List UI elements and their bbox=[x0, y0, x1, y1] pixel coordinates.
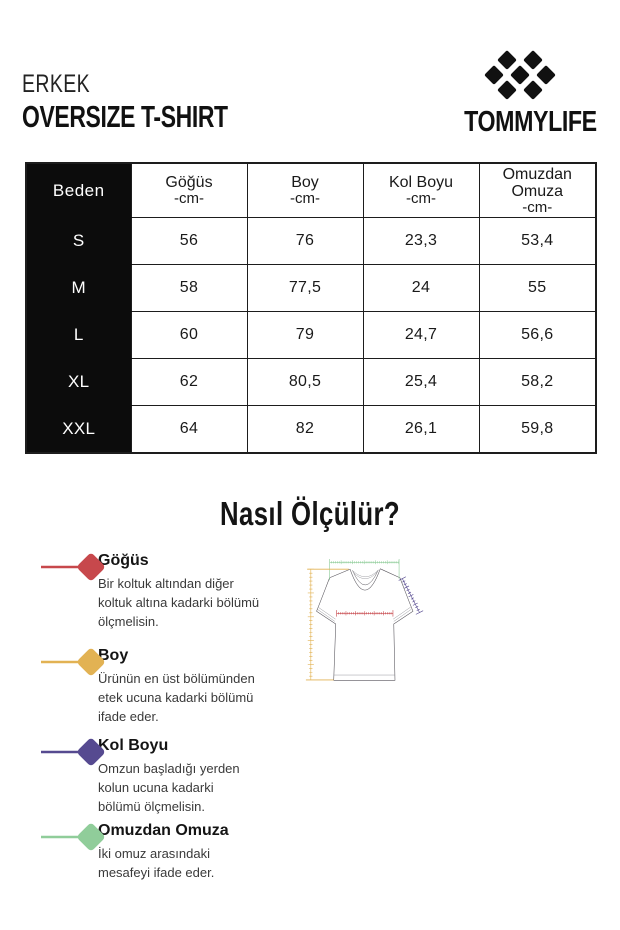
tshirt-outline bbox=[316, 568, 414, 681]
value-cell: 80,5 bbox=[246, 358, 364, 406]
legend-description: Omzun başladığı yerden kolun ucuna kadar… bbox=[98, 761, 240, 814]
diamond-pin-icon bbox=[41, 648, 105, 676]
value-cell: 59,8 bbox=[478, 405, 597, 454]
legend-title: Boy bbox=[98, 647, 129, 664]
legend-title: Omuzdan Omuza bbox=[98, 822, 229, 839]
diamond-pin-icon bbox=[41, 553, 105, 581]
value-cell: 82 bbox=[246, 405, 364, 454]
value-cell: 53,4 bbox=[478, 217, 597, 265]
table-row-m: M 58 77,5 24 55 bbox=[25, 264, 597, 312]
section-title: Nasıl Ölçülür? bbox=[220, 495, 400, 532]
tshirt-measurement-diagram bbox=[305, 558, 424, 681]
column-header-chest: Göğüs -cm- bbox=[130, 162, 248, 218]
table-row-xxl: XXL 64 82 26,1 59,8 bbox=[25, 405, 597, 454]
legend-description: Ürünün en üst bölümünden etek ucuna kada… bbox=[98, 671, 255, 724]
value-cell: 60 bbox=[130, 311, 248, 359]
value-cell: 56,6 bbox=[478, 311, 597, 359]
legend-description: Bir koltuk altından diğer koltuk altına … bbox=[98, 576, 260, 629]
legend-item-sleeve: Kol Boyu Omzun başladığı yerden kolun uc… bbox=[40, 737, 290, 816]
product-title: OVERSIZE T-SHIRT bbox=[22, 99, 228, 134]
value-cell: 77,5 bbox=[246, 264, 364, 312]
value-cell: 25,4 bbox=[362, 358, 480, 406]
column-header-length: Boy -cm- bbox=[246, 162, 364, 218]
diamond-pin-icon bbox=[41, 738, 105, 766]
table-header-row: Beden Göğüs -cm- Boy -cm- Kol Boyu -cm- Omu… bbox=[25, 162, 597, 218]
legend-item-length: Boy Ürünün en üst bölümünden etek ucuna … bbox=[40, 647, 290, 726]
table-corner-cell: Beden bbox=[25, 162, 132, 218]
table-row-l: L 60 79 24,7 56,6 bbox=[25, 311, 597, 359]
value-cell: 24 bbox=[362, 264, 480, 312]
brand-name: TOMMYLIFE bbox=[464, 106, 597, 138]
value-cell: 76 bbox=[246, 217, 364, 265]
value-cell: 62 bbox=[130, 358, 248, 406]
category-label: ERKEK bbox=[22, 70, 91, 98]
diamond-pin-icon bbox=[41, 823, 105, 851]
size-label: L bbox=[25, 311, 132, 359]
value-cell: 23,3 bbox=[362, 217, 480, 265]
column-header-sleeve: Kol Boyu -cm- bbox=[362, 162, 480, 218]
value-cell: 79 bbox=[246, 311, 364, 359]
size-table: Beden Göğüs -cm- Boy -cm- Kol Boyu -cm- Omu… bbox=[25, 162, 597, 454]
value-cell: 24,7 bbox=[362, 311, 480, 359]
legend-title: Kol Boyu bbox=[98, 737, 169, 754]
legend-item-shoulder: Omuzdan Omuza İki omuz arasındaki mesafe… bbox=[40, 822, 290, 882]
table-row-s: S 56 76 23,3 53,4 bbox=[25, 217, 597, 265]
value-cell: 55 bbox=[478, 264, 597, 312]
column-header-shoulder: Omuzdan Omuza -cm- bbox=[478, 162, 597, 218]
legend-description: İki omuz arasındaki mesafeyi ifade eder. bbox=[98, 846, 215, 880]
size-label: XL bbox=[25, 358, 132, 406]
value-cell: 58,2 bbox=[478, 358, 597, 406]
value-cell: 58 bbox=[130, 264, 248, 312]
size-label: M bbox=[25, 264, 132, 312]
value-cell: 56 bbox=[130, 217, 248, 265]
value-cell: 26,1 bbox=[362, 405, 480, 454]
value-cell: 64 bbox=[130, 405, 248, 454]
legend-item-chest: Göğüs Bir koltuk altından diğer koltuk a… bbox=[40, 552, 290, 631]
table-row-xl: XL 62 80,5 25,4 58,2 bbox=[25, 358, 597, 406]
legend-title: Göğüs bbox=[98, 552, 149, 569]
diamond-cluster-logo-icon bbox=[484, 50, 556, 100]
size-label: XXL bbox=[25, 405, 132, 454]
size-label: S bbox=[25, 217, 132, 265]
